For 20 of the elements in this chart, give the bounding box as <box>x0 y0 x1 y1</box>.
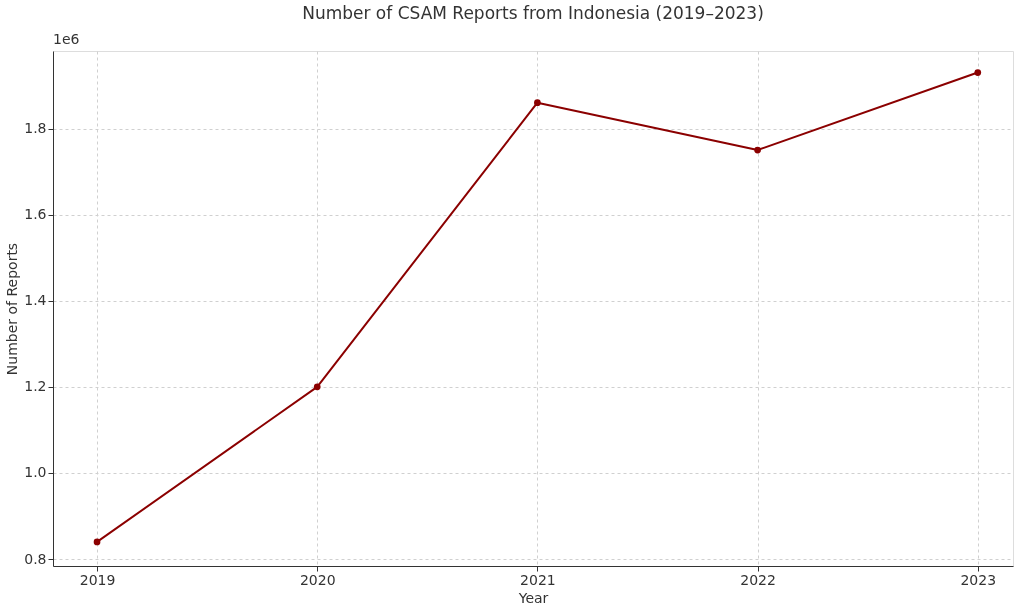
x-axis-title: Year <box>517 589 549 606</box>
x-tick-label: 2022 <box>740 571 776 588</box>
point <box>974 69 982 76</box>
point <box>754 146 761 154</box>
point <box>534 99 541 107</box>
point <box>93 538 101 546</box>
x-tick-label: 2023 <box>960 571 997 588</box>
y-tick-label: 0.8 <box>24 550 47 567</box>
text: 1e6 <box>53 31 80 47</box>
x-tick-label: 2021 <box>520 571 556 588</box>
point <box>313 383 321 391</box>
y-tick-label: 1.8 <box>24 120 47 137</box>
y-tick-label: 1.0 <box>24 464 47 481</box>
x-tick-label: 2019 <box>79 571 116 588</box>
y-axis-title: Number of Reports <box>4 242 21 376</box>
y-tick-label: 1.2 <box>24 378 47 395</box>
x-tick-label: 2020 <box>299 571 336 588</box>
chart-title: Number of CSAM Reports from Indonesia (2019–2023) <box>302 3 764 23</box>
y-tick-label: 1.6 <box>24 206 47 223</box>
y-tick-label: 1.4 <box>24 292 47 309</box>
